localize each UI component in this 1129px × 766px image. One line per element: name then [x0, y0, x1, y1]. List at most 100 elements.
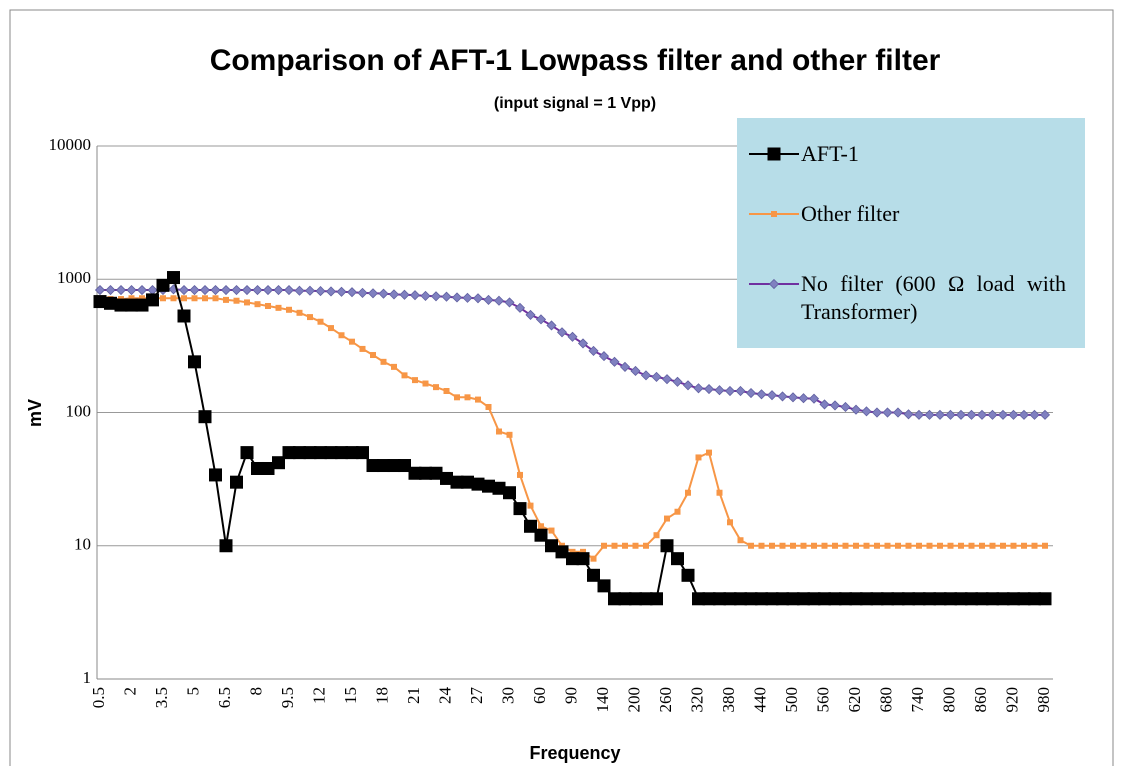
data-point — [472, 293, 484, 304]
data-point — [1038, 592, 1052, 606]
data-point — [241, 284, 253, 296]
data-point — [766, 390, 778, 401]
legend-label: AFT-1 — [801, 141, 859, 166]
data-point — [882, 407, 893, 418]
data-point — [388, 289, 400, 300]
data-point — [1000, 542, 1006, 549]
data-point — [653, 532, 660, 539]
data-point — [125, 298, 138, 312]
data-point — [419, 466, 432, 480]
data-point — [493, 295, 505, 306]
x-tick-label: 320 — [687, 687, 706, 713]
data-point — [871, 407, 883, 418]
data-point — [462, 292, 473, 303]
x-tick-label: 12 — [309, 687, 328, 704]
data-point — [829, 400, 841, 411]
x-tick-label: 680 — [876, 687, 895, 713]
data-point — [231, 284, 242, 296]
y-tick-label: 10 — [74, 535, 91, 554]
data-point — [622, 542, 628, 549]
data-point — [94, 284, 106, 296]
data-point — [503, 486, 516, 500]
data-point — [296, 309, 303, 316]
y-tick-label: 1 — [83, 668, 92, 687]
data-point — [737, 537, 744, 544]
data-point — [769, 542, 775, 549]
data-point — [986, 592, 999, 606]
data-point — [913, 409, 925, 420]
data-point — [275, 304, 282, 311]
x-tick-label: 0.5 — [89, 687, 108, 708]
data-point — [1017, 592, 1031, 606]
data-point — [380, 358, 387, 365]
data-point — [359, 345, 366, 352]
data-point — [798, 393, 809, 404]
data-point — [202, 295, 208, 302]
data-point — [254, 301, 261, 308]
data-point — [377, 459, 390, 473]
data-point — [934, 409, 946, 420]
data-point — [440, 471, 453, 485]
data-point — [146, 293, 159, 307]
data-point — [527, 502, 534, 509]
data-point — [433, 384, 439, 391]
data-point — [261, 461, 275, 475]
data-point — [832, 542, 838, 549]
chart-title: Comparison of AFT-1 Lowpass filter and o… — [210, 44, 941, 77]
data-point — [968, 542, 975, 549]
data-point — [420, 290, 431, 301]
data-point — [139, 295, 145, 302]
data-point — [955, 409, 967, 420]
data-point — [189, 284, 200, 296]
data-point — [525, 309, 536, 320]
data-point — [779, 542, 786, 549]
data-point — [272, 456, 285, 470]
legend-swatch — [749, 278, 799, 290]
data-point — [252, 284, 263, 296]
data-point — [178, 284, 190, 296]
data-point — [714, 385, 725, 396]
data-point — [273, 284, 284, 296]
data-point — [577, 338, 589, 349]
data-point — [734, 592, 747, 606]
data-point — [475, 396, 481, 403]
data-point — [346, 287, 358, 298]
data-point — [979, 542, 985, 549]
data-point — [104, 296, 117, 310]
data-point — [808, 393, 820, 404]
data-point — [220, 284, 232, 296]
data-point — [987, 409, 998, 420]
data-point — [744, 592, 758, 606]
data-point — [945, 409, 956, 420]
data-point — [181, 295, 187, 302]
data-point — [672, 376, 683, 387]
data-point — [640, 370, 652, 381]
y-axis-label: mV — [25, 399, 45, 427]
data-point — [126, 284, 137, 296]
data-point — [387, 459, 401, 473]
x-tick-label: 920 — [1002, 687, 1021, 713]
x-tick-label: 200 — [624, 687, 643, 713]
x-tick-label: 860 — [971, 687, 990, 713]
data-point — [1018, 409, 1030, 420]
data-point — [548, 527, 555, 534]
data-point — [1008, 409, 1019, 420]
data-point — [566, 552, 579, 566]
x-axis-label: Frequency — [529, 743, 620, 763]
data-point — [367, 288, 379, 299]
data-point — [611, 542, 618, 549]
data-point — [828, 592, 842, 606]
data-point — [916, 542, 922, 549]
data-point — [850, 404, 862, 415]
data-point — [727, 519, 733, 526]
data-point — [461, 475, 474, 489]
data-point — [997, 409, 1009, 420]
data-point — [996, 592, 1010, 606]
data-point — [513, 502, 527, 516]
data-point — [325, 286, 337, 297]
data-point — [681, 568, 695, 582]
data-point — [723, 592, 737, 606]
data-point — [682, 380, 694, 391]
data-point — [811, 542, 817, 549]
